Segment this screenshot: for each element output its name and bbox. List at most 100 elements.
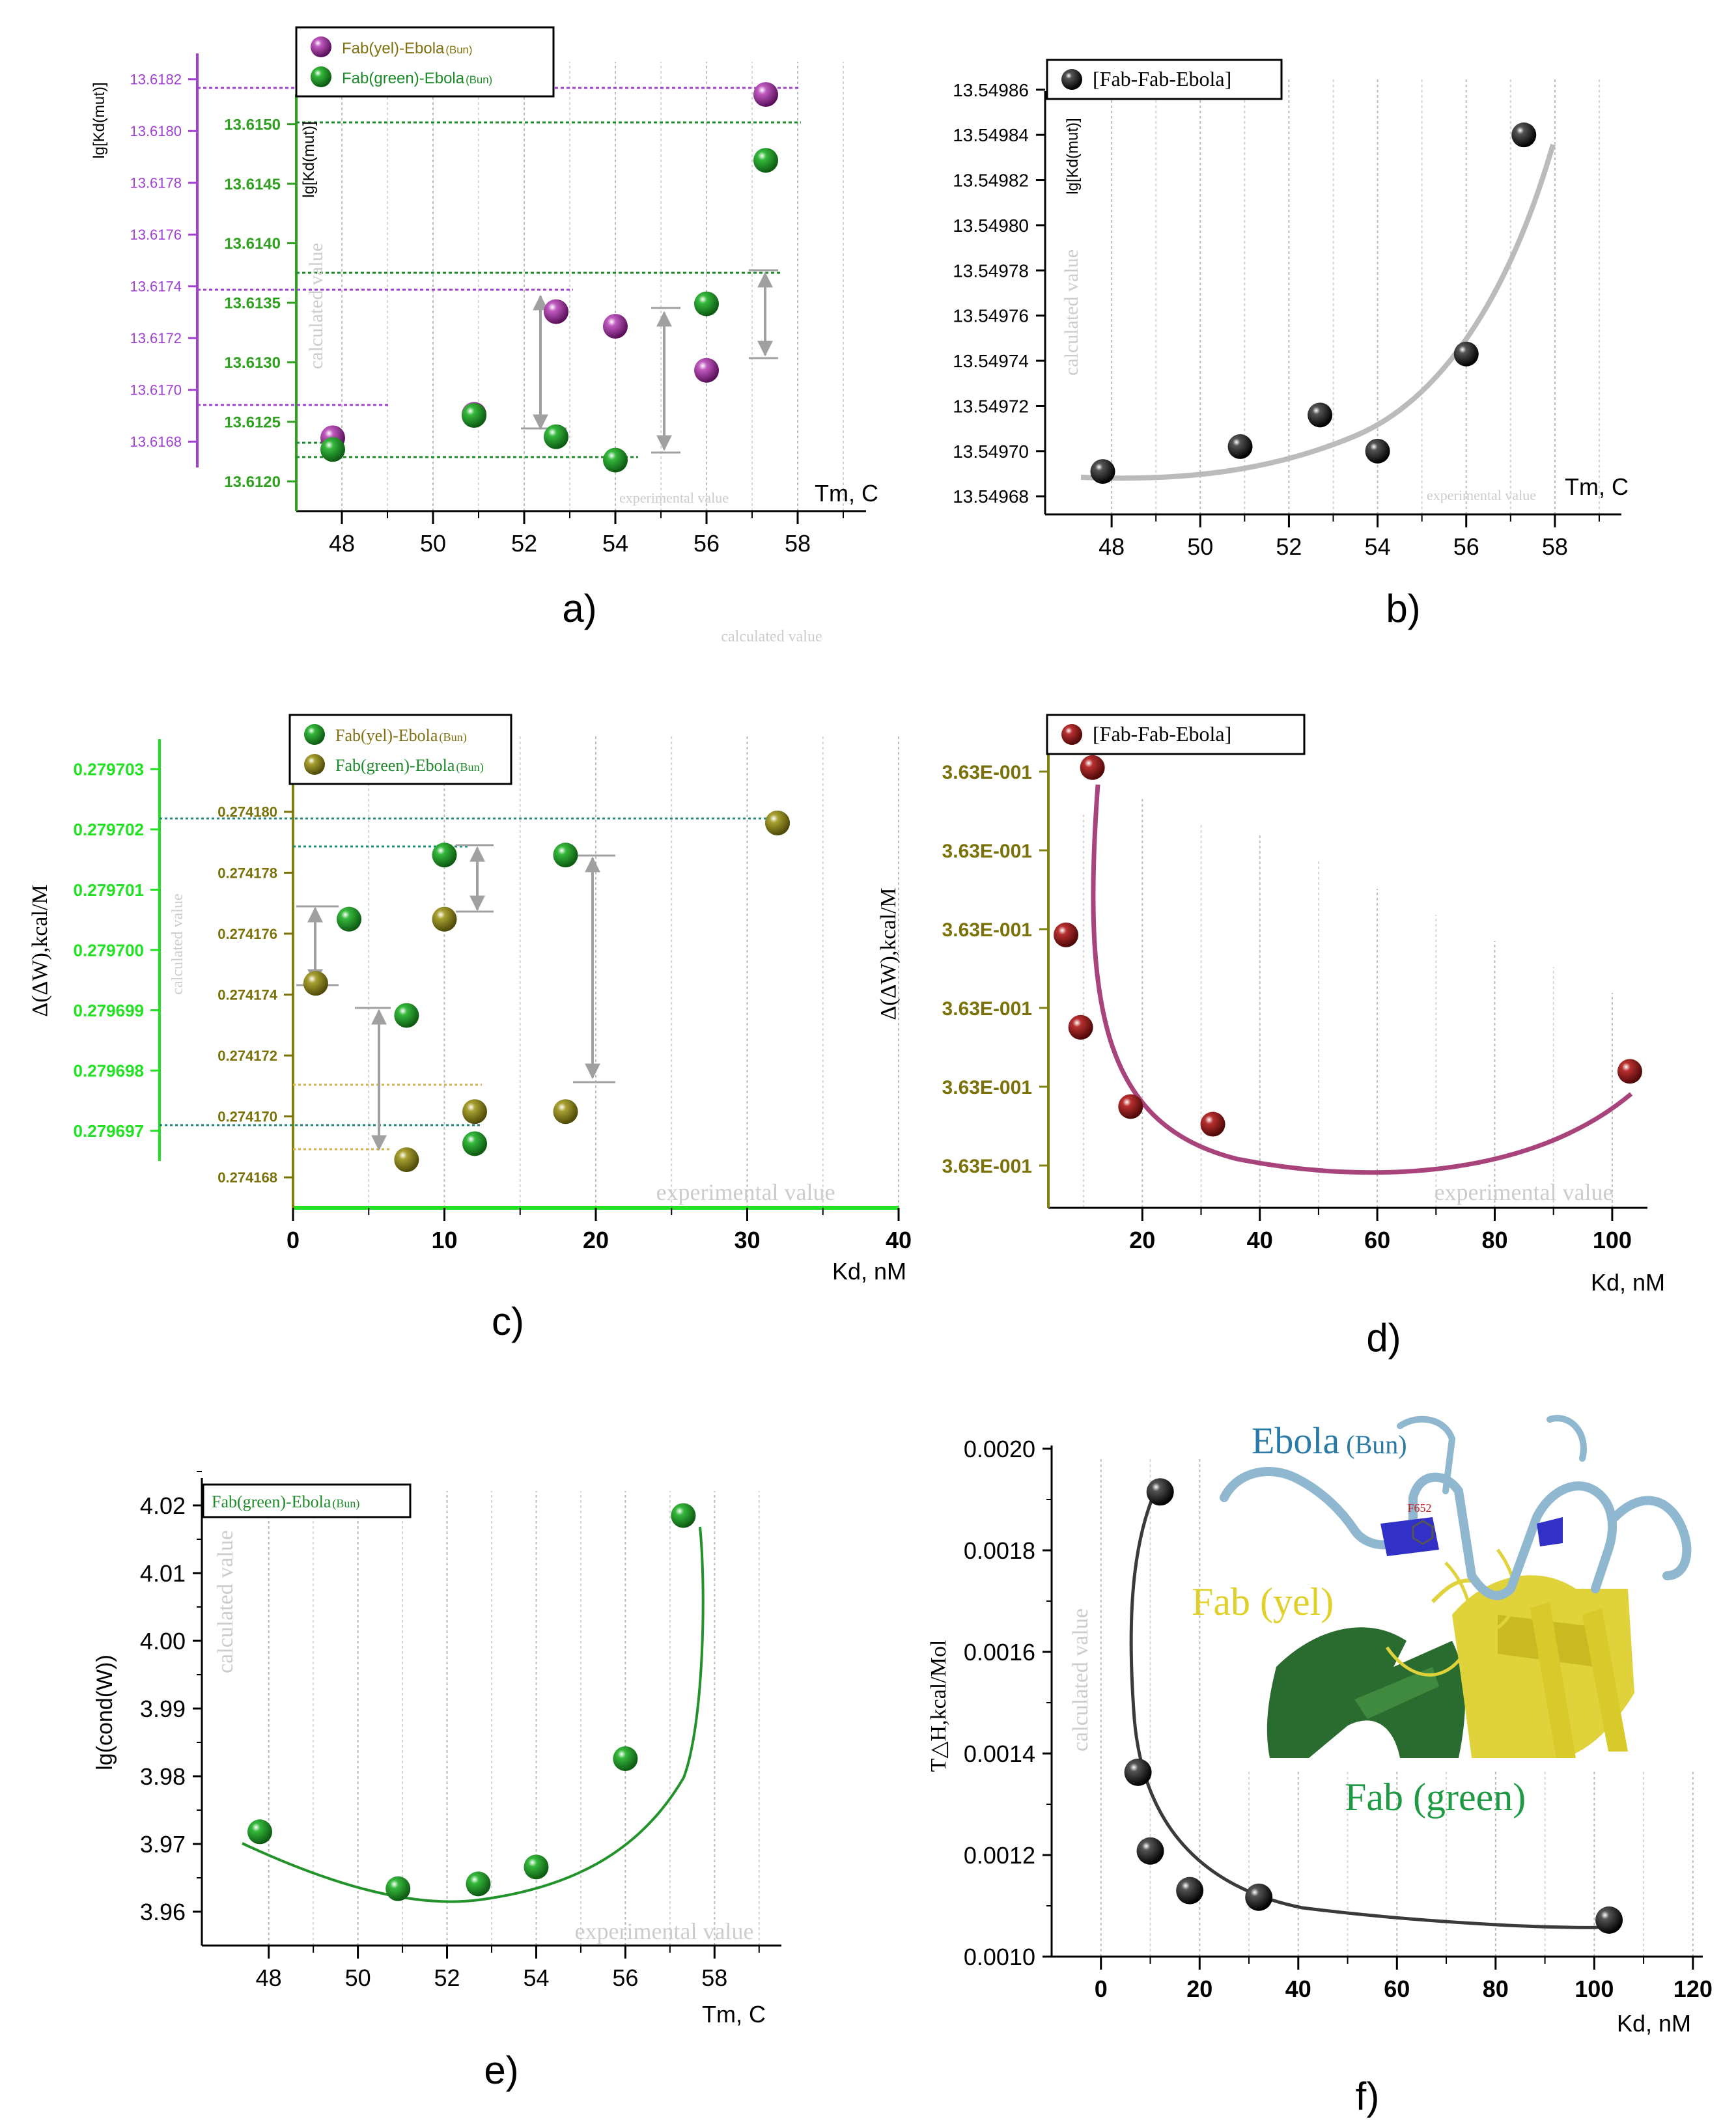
panel-b-xlabel: Tm, C [1565,473,1629,500]
panel-c-x-tick-label: 20 [583,1227,609,1253]
panel-c-calculated-annotation: calculated value [169,893,186,994]
panel-d-y-tick-label: 3.63E-001 [942,762,1032,783]
panel-a-calculated-annotation: calculated value [305,243,327,369]
panel-b-x-tick-label: 54 [1365,533,1391,560]
panel-d-x-tick-label: 100 [1593,1227,1632,1253]
panel-b-y-tick-label: 13.54984 [953,125,1029,145]
panel-f-x-tick-label: 100 [1575,1975,1614,2002]
panel-a-outer-y-label: 13.6168 [130,434,182,450]
panel-b-x-tick-label: 58 [1542,533,1568,560]
panel-e-x-tick-label: 48 [256,1964,282,1991]
panel-a-inner-y-label: 13.6120 [224,473,281,491]
panel-f-xlabel: Kd, nM [1617,2010,1691,2037]
panel-c-data-point-s1 [432,906,457,932]
panel-b-fit-curve [1080,143,1556,481]
panel-f-data-point-s0 [1176,1877,1204,1905]
panel-b-x-tick-label: 52 [1276,533,1302,560]
panel-a-letter: a) [562,587,596,630]
panel-b-data-point-s0 [1090,459,1115,484]
panel-f-data-point-s0 [1595,1906,1623,1934]
panel-c-legend-label: Fab(green)-Ebola (Bun) [335,756,484,775]
panel-c-x-tick-label: 10 [431,1227,457,1253]
panel-e-legend-label: Fab(green)-Ebola (Bun) [212,1492,359,1511]
panel-d-x-tick-label: 20 [1129,1227,1155,1253]
panel-c-inner-y-label: 0.274174 [217,986,278,1003]
panel-e-chart: 48 50 52 54 56 58 3.96 3.97 3.98 3.99 4.00 4.01 4.02… [92,1471,781,2028]
panel-c-data-point-s0 [337,906,362,932]
panel-e-legend-box [202,1483,412,1518]
panel-a-outer-y-label: 13.6180 [130,123,182,139]
panel-e-experimental-annotation: experimental value [575,1918,754,1944]
panel-c-outer-y-label: 0.279700 [74,940,144,960]
panel-e-data-point-s0 [671,1503,696,1528]
panel-c-data-point-s0 [462,1131,487,1156]
panel-c-inner-y-label: 0.274172 [217,1048,277,1064]
panel-b-experimental-annotation: experimental value [1427,487,1536,503]
panel-a-x-tick-label: 52 [511,530,537,557]
panel-d-legend-marker [1061,724,1082,745]
panel-f-data-point-s0 [1136,1837,1164,1865]
panel-a-data-point-s1 [753,148,778,173]
panel-b-x-tick-label: 50 [1187,533,1213,560]
panel-d-y-tick-label: 3.63E-001 [942,919,1032,941]
panel-c-inner-y-label: 0.274178 [217,865,277,881]
panel-f-y-tick-label: 0.0020 [964,1436,1035,1462]
panel-c-legend-marker [304,724,325,745]
panel-d-legend-label: [Fab-Fab-Ebola] [1093,722,1231,746]
panel-f-x-tick-label: 80 [1483,1975,1509,2002]
panel-d-x-tick-label: 40 [1247,1227,1273,1253]
panel-d-letter: d) [1366,1316,1401,1360]
panel-b-calculated-annotation: calculated value [1061,249,1082,376]
ebola-label: Ebola (Bun) [1252,1419,1407,1462]
panel-a-data-point-s1 [320,437,345,462]
panel-c-legend-label: Fab(yel)-Ebola (Bun) [335,726,467,745]
panel-e-calculated-annotation: calculated value [214,1530,238,1673]
panel-b-letter: b) [1386,587,1420,630]
panel-a-inner-y-label: 13.6135 [224,295,281,313]
panel-d-xlabel: Kd, nM [1591,1269,1665,1296]
panel-d-y-tick-label: 3.63E-001 [942,998,1032,1020]
panel-e-x-tick-label: 52 [434,1964,460,1991]
panel-e-xlabel: Tm, C [702,2001,766,2028]
panel-a-x-tick-label: 50 [420,530,446,557]
panel-e-y-tick-label: 4.01 [140,1560,186,1587]
panel-e-x-tick-label: 54 [523,1964,549,1991]
panel-c-legend-marker [304,754,325,775]
residue-label: F652 [1407,1501,1431,1515]
panel-a-x-tick-label: 54 [602,530,628,557]
stray-calculated-text: calculated value [721,628,822,645]
panel-b-y-tick-label: 13.54968 [953,486,1029,507]
fab-green-label: Fab (green) [1345,1776,1526,1819]
panel-c-data-point-s1 [553,1099,578,1124]
panel-c-data-point-s0 [553,843,578,868]
panel-a-inner-y-label: 13.6145 [224,176,281,193]
panel-a-chart: 48 50 52 54 56 58 13.6168 13.6170 13.6172 13.6174… [91,26,878,557]
panel-d-y-tick-label: 3.63E-001 [942,1156,1032,1177]
panel-a-data-point-s1 [462,403,486,428]
panel-c-inner-y-label: 0.274170 [217,1109,277,1125]
panel-e-y-tick-label: 4.02 [140,1492,186,1519]
panel-b-ylabel: lg[Kd(mut)] [1064,118,1082,194]
panel-c-outer-y-label: 0.279699 [74,1001,144,1020]
panel-b-y-tick-label: 13.54986 [953,80,1029,100]
panel-f-chart: 0 20 40 60 80 100 120 0.0010 0.0012 0.0014 0.0016 0… [927,1406,1713,2037]
panel-f-data-point-s0 [1146,1478,1174,1506]
panel-a-legend-marker [311,36,331,57]
panel-a-inner-y-label: 13.6125 [224,413,281,431]
panel-a-outer-y-label: 13.6170 [130,382,182,398]
panel-c-inner-y-label: 0.274168 [217,1169,277,1186]
panel-d-x-tick-label: 80 [1481,1227,1507,1253]
panel-b-chart: 48 50 52 54 56 58 13.54968 13.54970 13.54972 13.5… [953,59,1629,560]
panel-a-data-point-s0 [544,299,568,324]
panel-e-y-tick-label: 3.98 [140,1763,186,1790]
panel-c-experimental-annotation: experimental value [656,1179,835,1205]
panel-c-outer-y-label: 0.279701 [74,880,144,900]
panel-c-data-point-s0 [394,1003,419,1028]
panel-a-legend-label: Fab(green)-Ebola (Bun) [342,70,492,87]
panel-c-outer-y-label: 0.279698 [74,1061,144,1081]
panel-d-fit-curve [1091,784,1633,1175]
panel-d-data-point-s0 [1118,1094,1143,1119]
panel-f-y-tick-label: 0.0010 [964,1944,1035,1970]
panel-a-legend-label: Fab(yel)-Ebola (Bun) [342,40,472,57]
panel-d-experimental-annotation: experimental value [1435,1179,1614,1205]
